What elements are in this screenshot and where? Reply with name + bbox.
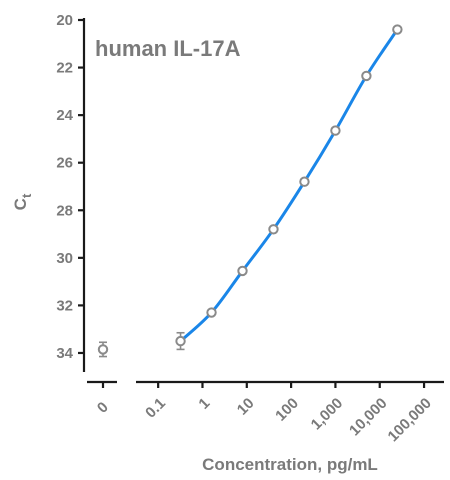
y-tick-label: 20 [56, 12, 73, 29]
y-tick-label: 26 [56, 155, 73, 172]
x-tick-label: 100 [272, 395, 302, 425]
x-tick-label: 1,000 [308, 395, 347, 434]
x-tick-label: 0.1 [142, 395, 169, 422]
zero-data-point [97, 344, 109, 355]
chart-title: human IL-17A [95, 36, 241, 61]
y-tick-label: 24 [56, 107, 73, 124]
data-point [330, 125, 341, 136]
y-tick-label: 22 [56, 60, 73, 77]
y-tick-label: 32 [56, 297, 73, 314]
x-tick-label: 0 [94, 399, 112, 417]
x-tick-label: 1 [195, 395, 213, 413]
x-tick-label: 100,000 [385, 395, 435, 445]
y-axis-title: Ct [11, 193, 34, 210]
data-point [268, 224, 279, 235]
data-point [206, 307, 217, 318]
y-tick-label: 28 [56, 202, 73, 219]
y-tick-label: 34 [56, 345, 73, 362]
y-tick-label: 30 [56, 250, 73, 267]
data-point [392, 24, 403, 35]
data-marks [97, 24, 403, 358]
x-tick-label: 10 [234, 395, 258, 419]
data-point [175, 335, 186, 347]
svg-text:Ct: Ct [11, 193, 34, 210]
x-axis-title: Concentration, pg/mL [202, 455, 378, 474]
data-point [299, 176, 310, 187]
data-point [237, 265, 248, 277]
y-axis-title-sub: t [19, 193, 34, 198]
data-point [361, 70, 372, 82]
y-axis-title-main: C [11, 198, 30, 210]
